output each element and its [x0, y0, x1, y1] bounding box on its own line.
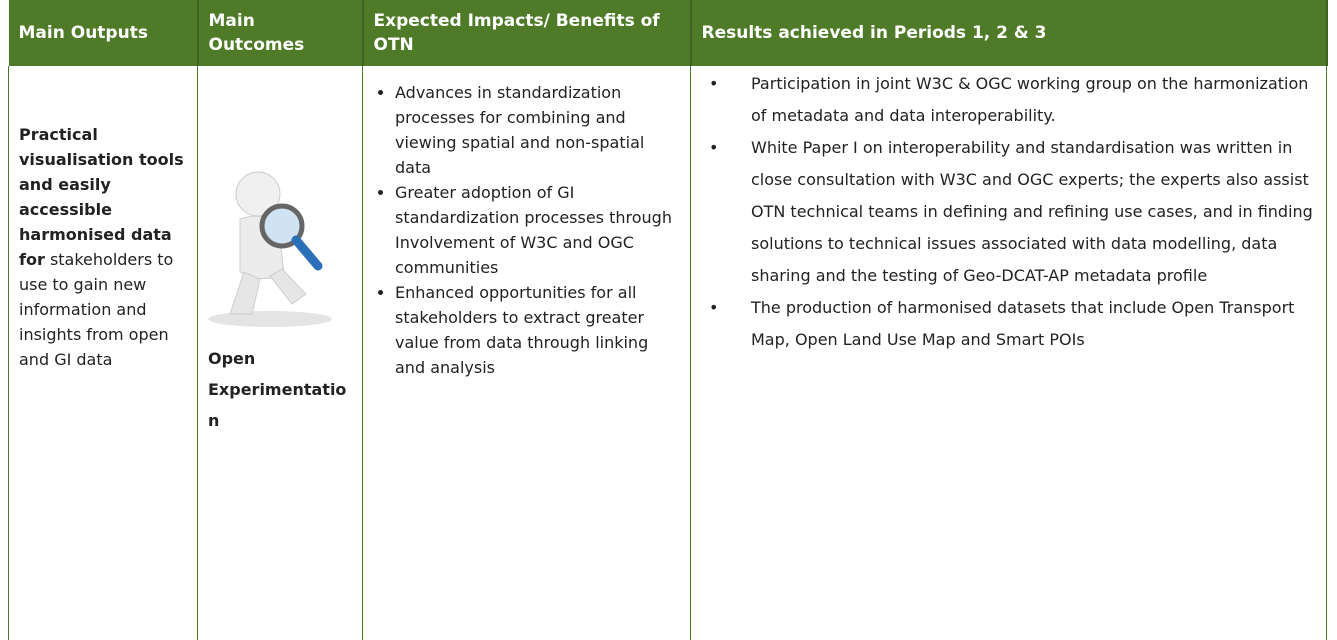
header-cell: Main Outcomes — [197, 0, 364, 66]
impact-item: Enhanced opportunities for all stakehold… — [395, 280, 680, 380]
results-cell: Participation in joint W3C & OGC working… — [690, 66, 1327, 640]
outcome-text: Open Experimentation — [208, 349, 347, 430]
header-row: Main Outputs Main Outcomes Expected Impa… — [8, 0, 1328, 66]
outputs-cell: Practical visualisation tools and easily… — [8, 66, 198, 640]
outputs-text: stakeholders to use to gain new informat… — [19, 250, 174, 369]
outputs-bold: Practical visualisation tools and easily… — [19, 125, 184, 269]
result-item: The production of harmonised datasets th… — [709, 292, 1316, 356]
page: Main Outputs Main Outcomes Expected Impa… — [0, 0, 1337, 595]
header-cell: Results achieved in Periods 1, 2 & 3 — [690, 0, 1328, 66]
impact-item: Greater adoption of GI standardization p… — [395, 180, 680, 280]
results-list: Participation in joint W3C & OGC working… — [701, 68, 1316, 356]
results-table: Main Outputs Main Outcomes Expected Impa… — [8, 0, 1328, 640]
result-item: White Paper I on interoperability and st… — [709, 132, 1316, 292]
body-row: Practical visualisation tools and easily… — [8, 66, 1327, 640]
header-cell: Main Outputs — [8, 0, 199, 66]
header-cell: Expected Impacts/ Benefits of OTN — [362, 0, 692, 66]
outcome-cell: Open Experimentation — [197, 66, 363, 640]
magnifier-figure — [208, 171, 332, 327]
impacts-cell: Advances in standardization processes fo… — [362, 66, 691, 640]
impacts-list: Advances in standardization processes fo… — [373, 80, 680, 380]
result-item: Participation in joint W3C & OGC working… — [709, 68, 1316, 132]
impact-item: Advances in standardization processes fo… — [395, 80, 680, 180]
